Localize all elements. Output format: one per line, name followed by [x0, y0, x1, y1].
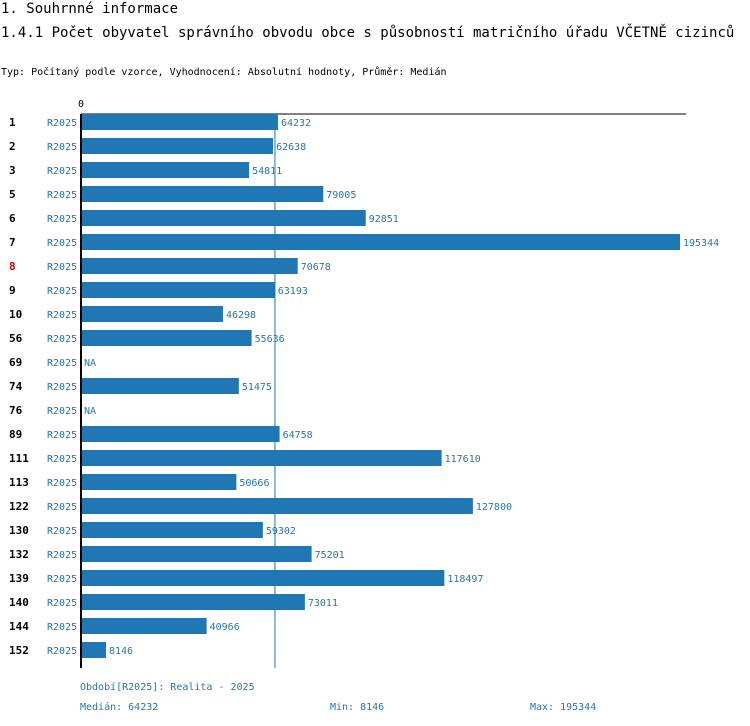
category-label: 69: [9, 356, 22, 369]
bar: [81, 330, 252, 346]
category-label: 130: [9, 524, 29, 537]
category-label: 113: [9, 476, 29, 489]
series-label: R2025: [47, 142, 77, 153]
bar-value-label: 70678: [301, 262, 331, 273]
series-label: R2025: [47, 382, 77, 393]
series-label: R2025: [47, 622, 77, 633]
bar: [81, 570, 445, 586]
category-label: 76: [9, 404, 23, 417]
series-label: R2025: [47, 166, 77, 177]
bar: [81, 474, 237, 490]
bar-value-label: 79005: [326, 190, 356, 201]
bar: [81, 378, 239, 394]
bar-value-label: 73011: [308, 598, 338, 609]
series-label: R2025: [47, 550, 77, 561]
bar-value-label: 92851: [369, 214, 399, 225]
series-label: R2025: [47, 190, 77, 201]
category-label: 89: [9, 428, 22, 441]
category-label: 5: [9, 188, 16, 201]
bar: [81, 114, 278, 130]
bar-value-label: 62638: [276, 142, 306, 153]
category-label: 139: [9, 572, 29, 585]
series-label: R2025: [47, 214, 77, 225]
series-label: R2025: [47, 646, 77, 657]
series-label: R2025: [47, 502, 77, 513]
category-label: 2: [9, 140, 16, 153]
category-label: 9: [9, 284, 16, 297]
bar-value-label: 59302: [266, 526, 296, 537]
footer-min: Min: 8146: [330, 702, 385, 713]
bar-value-label: 40966: [210, 622, 240, 633]
category-label: 56: [9, 332, 23, 345]
bar: [81, 162, 250, 178]
bar: [81, 642, 106, 658]
bar-value-label: 63193: [278, 286, 308, 297]
category-label: 1: [9, 116, 16, 129]
bar: [81, 186, 324, 202]
bar-value-label: 127800: [476, 502, 512, 513]
category-label: 3: [9, 164, 16, 177]
bar-value-label: 195344: [683, 238, 719, 249]
bar-value-label: 46298: [226, 310, 256, 321]
category-label: 140: [9, 596, 29, 609]
category-label: 6: [9, 212, 16, 225]
category-label: 132: [9, 548, 29, 561]
series-label: R2025: [47, 310, 77, 321]
bar-value-label: 118497: [447, 574, 483, 585]
chart-subtitle: Typ: Počítaný podle vzorce, Vyhodnocení:…: [1, 67, 447, 78]
bar: [81, 450, 442, 466]
bar: [81, 234, 680, 250]
category-label: 111: [9, 452, 29, 465]
chart-title: 1.4.1 Počet obyvatel správního obvodu ob…: [1, 25, 735, 41]
bar: [81, 306, 223, 322]
bar: [81, 426, 280, 442]
series-label: R2025: [47, 118, 77, 129]
series-label: R2025: [47, 358, 77, 369]
bar-value-label: 50666: [239, 478, 269, 489]
na-label: NA: [84, 358, 96, 369]
bar: [81, 282, 275, 298]
series-label: R2025: [47, 238, 77, 249]
bar-value-label: 55636: [255, 334, 285, 345]
bar: [81, 210, 366, 226]
series-label: R2025: [47, 334, 77, 345]
series-label: R2025: [47, 598, 77, 609]
bar: [81, 138, 274, 154]
series-label: R2025: [47, 478, 77, 489]
section-title: 1. Souhrnné informace: [1, 1, 179, 17]
category-label: 144: [9, 620, 29, 633]
category-label: 10: [9, 308, 22, 321]
bar: [81, 498, 473, 514]
bar-value-label: 117610: [445, 454, 481, 465]
bar: [81, 258, 298, 274]
series-label: R2025: [47, 430, 77, 441]
bar-value-label: 64758: [283, 430, 313, 441]
category-label: 74: [9, 380, 23, 393]
bar: [81, 618, 207, 634]
bar-value-label: 8146: [109, 646, 133, 657]
category-label: 7: [9, 236, 16, 249]
category-label: 152: [9, 644, 29, 657]
bar: [81, 594, 305, 610]
series-label: R2025: [47, 286, 77, 297]
category-label: 8: [9, 260, 16, 273]
bar-value-label: 51475: [242, 382, 272, 393]
bar: [81, 546, 312, 562]
series-label: R2025: [47, 574, 77, 585]
series-label: R2025: [47, 262, 77, 273]
na-label: NA: [84, 406, 96, 417]
axis-zero-label: 0: [78, 99, 84, 110]
footer-max: Max: 195344: [530, 702, 597, 713]
bar-value-label: 75201: [315, 550, 345, 561]
category-label: 122: [9, 500, 29, 513]
footer-period: Období[R2025]: Realita - 2025: [80, 682, 255, 693]
series-label: R2025: [47, 454, 77, 465]
bar-value-label: 64232: [281, 118, 311, 129]
footer-median: Medián: 64232: [80, 702, 159, 713]
bar-value-label: 54811: [252, 166, 282, 177]
series-label: R2025: [47, 406, 77, 417]
bar: [81, 522, 263, 538]
series-label: R2025: [47, 526, 77, 537]
